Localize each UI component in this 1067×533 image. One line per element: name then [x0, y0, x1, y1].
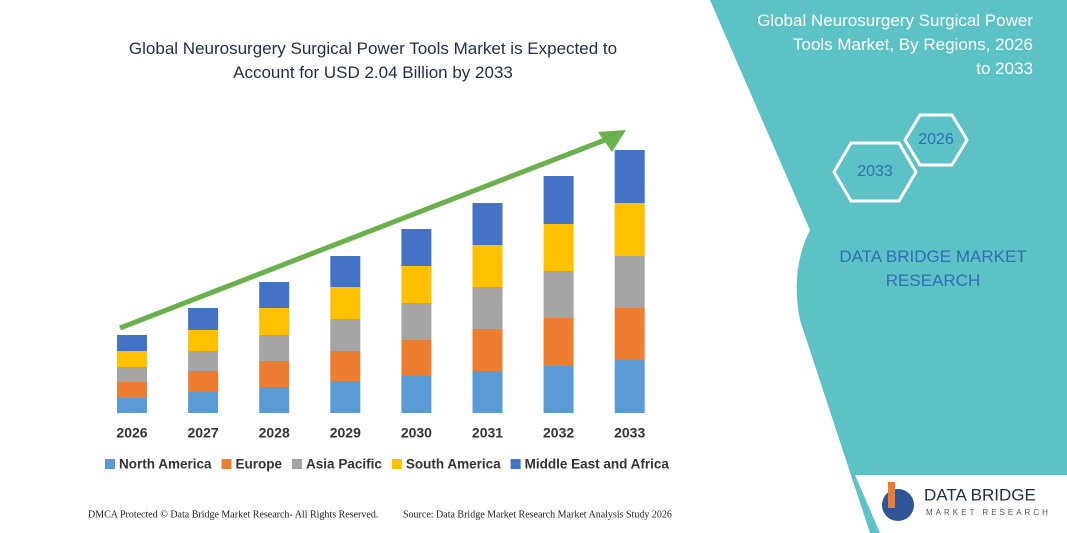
panel-brand: DATA BRIDGE MARKET RESEARCH [839, 247, 1026, 290]
bar-segment [117, 351, 147, 367]
bar-segment [401, 376, 432, 413]
bar-segment [543, 271, 574, 318]
bar-segment [330, 351, 361, 381]
logo-bg [855, 475, 1067, 533]
legend-swatch [391, 459, 402, 469]
bar-segment [117, 367, 147, 382]
bar-segment [117, 382, 147, 398]
bar-segment [259, 387, 290, 413]
x-tick-label: 2029 [330, 425, 361, 441]
bar-segment [401, 229, 432, 266]
bar-segment [330, 256, 361, 287]
bar-segment [472, 329, 503, 371]
trend-arrow-head [598, 130, 626, 152]
hex-label: 2033 [857, 163, 893, 180]
bar-segment [614, 203, 645, 256]
legend-swatch [292, 459, 303, 469]
hexagon [903, 113, 969, 167]
legend-swatch [105, 459, 115, 469]
bar-segment [614, 256, 645, 308]
x-tick-label: 2028 [259, 425, 290, 441]
x-tick-label: 2032 [543, 425, 574, 441]
bar-segment [188, 392, 219, 413]
legend-swatch [221, 459, 232, 469]
footer-right: Source: Data Bridge Market Research Mark… [403, 509, 672, 520]
chart-title: Global Neurosurgery Surgical Power Tools… [129, 39, 617, 82]
legend-label: Asia Pacific [306, 457, 382, 472]
bar-segment [614, 360, 645, 413]
bar-segment [117, 398, 147, 413]
bar-segment [543, 224, 574, 271]
bar-segment [472, 371, 503, 413]
bar-segment [543, 318, 574, 366]
bar-segment [543, 366, 574, 413]
x-tick-label: 2031 [472, 425, 503, 441]
x-tick-label: 2026 [116, 425, 147, 441]
side-panel [710, 0, 1067, 533]
logo-mark [882, 489, 914, 521]
bar-segment [330, 381, 361, 413]
bar-segment [614, 308, 645, 360]
bar-segment [614, 150, 645, 203]
hex-label: 2026 [918, 131, 954, 148]
bar-segment [401, 266, 432, 303]
bar-segment [472, 203, 503, 245]
legend-label: North America [119, 457, 212, 472]
bar-segment [259, 308, 290, 335]
x-tick-label: 2033 [614, 425, 645, 441]
legend-label: South America [406, 457, 501, 472]
bar-segment [472, 287, 503, 329]
bar-segment [401, 340, 432, 376]
x-tick-label: 2030 [401, 425, 432, 441]
bar-segment [117, 335, 147, 351]
bar-segment [188, 351, 219, 371]
bar-segment [330, 287, 361, 319]
bar-segment [259, 335, 290, 361]
logo-mark [888, 482, 895, 508]
bar-segment [188, 330, 219, 351]
hexagon [832, 141, 918, 203]
legend-label: Europe [236, 457, 283, 472]
panel-title: Global Neurosurgery Surgical Power Tools … [757, 11, 1033, 78]
bar-segment [330, 319, 361, 351]
logo-tagline: MARKET RESEARCH [926, 508, 1051, 517]
legend-label: Middle East and Africa [525, 457, 670, 472]
logo-name: DATA BRIDGE [924, 485, 1036, 504]
bar-segment [259, 282, 290, 308]
bar-segment [259, 361, 290, 387]
bar-segment [188, 308, 219, 330]
bar-segment [188, 371, 219, 392]
bar-segment [401, 303, 432, 340]
legend-swatch [510, 459, 521, 469]
x-tick-label: 2027 [188, 425, 219, 441]
trend-arrow [119, 135, 611, 331]
footer-left: DMCA Protected © Data Bridge Market Rese… [88, 509, 378, 520]
bar-segment [472, 245, 503, 287]
bar-segment [543, 176, 574, 224]
